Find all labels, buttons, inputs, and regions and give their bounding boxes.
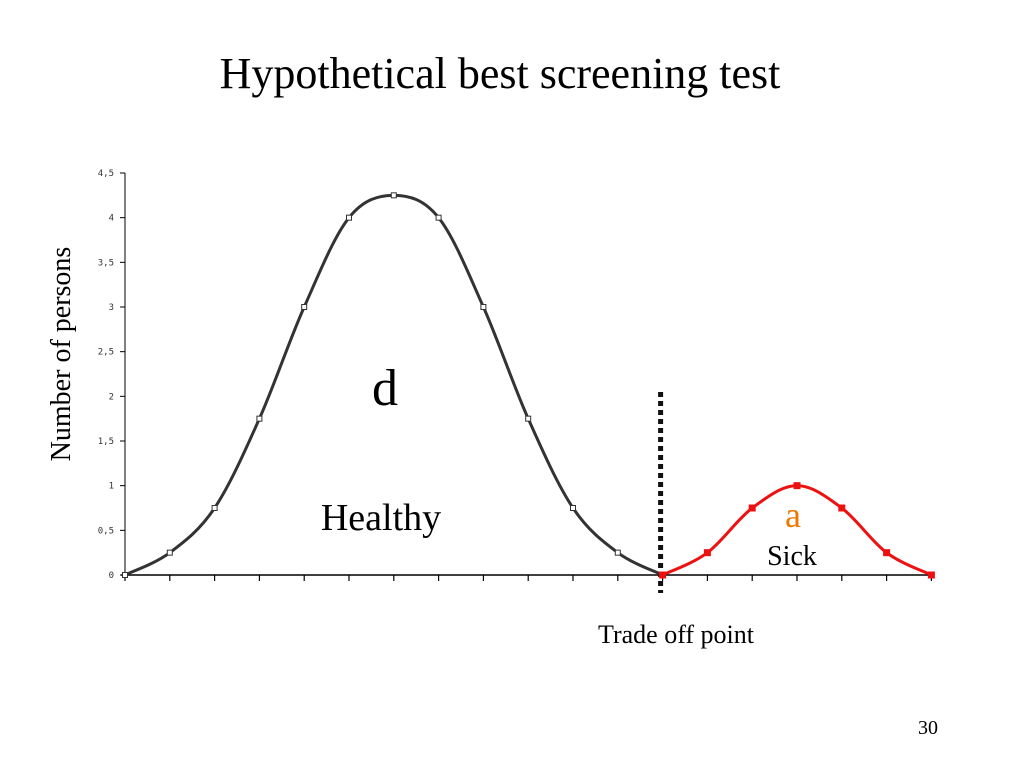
data-point-healthy [570, 505, 576, 511]
healthy-label: Healthy [321, 497, 441, 539]
data-point-healthy [211, 505, 218, 511]
data-point-healthy [301, 304, 308, 310]
data-point-healthy [525, 415, 532, 422]
series-sick [659, 482, 935, 579]
sick-letter-label: a [785, 495, 801, 535]
data-point-sick [793, 482, 801, 490]
data-point-healthy [435, 214, 442, 221]
y-tick-label: 1,5 [98, 437, 114, 447]
data-point-healthy [480, 304, 487, 310]
healthy-letter-label: d [372, 360, 398, 417]
y-tick-label: 4 [109, 214, 114, 224]
series-layer [122, 192, 935, 579]
data-point-healthy [346, 214, 352, 221]
y-tick-label: 2,5 [98, 348, 114, 358]
y-tick-label: 3 [109, 303, 114, 313]
annotation-labels: d Healthy a Sick Trade off point [321, 360, 817, 649]
y-tick-label: 4,5 [98, 169, 114, 179]
data-point-sick [927, 571, 935, 579]
y-tick-label: 0,5 [98, 526, 114, 536]
data-point-healthy [390, 192, 397, 199]
data-point-sick [883, 549, 891, 557]
data-point-healthy [614, 549, 621, 556]
y-tick-label: 0 [109, 571, 114, 581]
y-tick-label: 3,5 [98, 258, 114, 268]
y-tick-label: 1 [109, 482, 114, 492]
data-point-sick [838, 504, 846, 512]
data-point-sick [659, 571, 667, 579]
sick-label: Sick [767, 541, 817, 572]
data-point-sick [703, 549, 711, 557]
y-tick-label: 2 [109, 392, 114, 402]
data-point-healthy [166, 549, 173, 556]
data-point-healthy [256, 415, 263, 422]
data-point-healthy [122, 572, 128, 578]
trade-off-point-label: Trade off point [598, 620, 755, 649]
chart-axes: 0 0,5 1 1,5 2 2,5 3 3,5 4 4,5 [98, 169, 933, 581]
data-point-sick [748, 504, 756, 512]
slide-title: Hypothetical best screening test [219, 49, 781, 98]
page-number: 30 [918, 717, 938, 739]
